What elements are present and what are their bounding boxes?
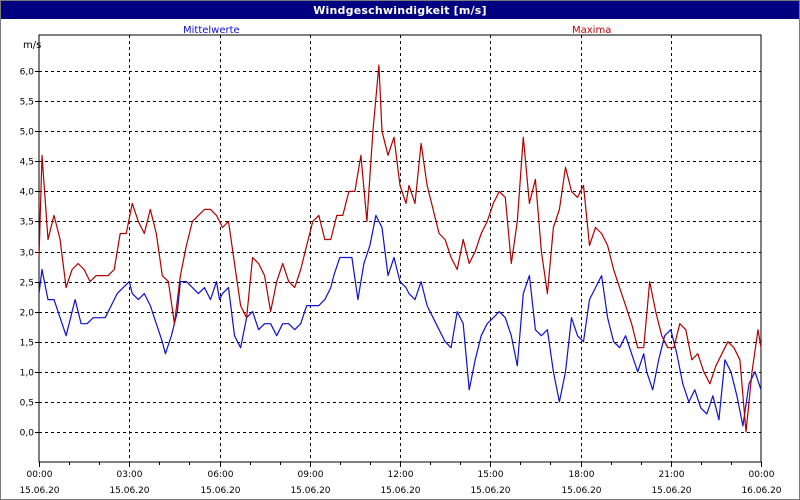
series-line-mittelwerte xyxy=(38,214,762,427)
y-tick-label: 4,0 xyxy=(20,188,35,198)
x-tick-label-date: 15.06.20 xyxy=(200,486,240,496)
series-line-maxima xyxy=(38,64,762,433)
x-tick-label-time: 06:00 xyxy=(208,470,234,480)
y-tick-label: 0,5 xyxy=(20,399,34,409)
y-tick-label: 6,0 xyxy=(20,68,35,78)
x-tick-label-date: 15.06.20 xyxy=(19,486,59,496)
x-tick-label-date: 16.06.20 xyxy=(741,486,781,496)
y-tick-label: 3,5 xyxy=(20,218,34,228)
x-tick-label-time: 09:00 xyxy=(298,470,324,480)
y-tick-label: 5,0 xyxy=(20,128,35,138)
x-tick-label-time: 21:00 xyxy=(659,470,685,480)
x-tick-label-date: 15.06.20 xyxy=(651,486,691,496)
y-tick-label: 1,0 xyxy=(20,369,35,379)
y-tick-label: 5,5 xyxy=(20,98,34,108)
x-tick-label-date: 15.06.20 xyxy=(561,486,601,496)
y-tick-label: 2,5 xyxy=(20,279,34,289)
x-tick-label-date: 15.06.20 xyxy=(470,486,510,496)
y-tick-label: 4,5 xyxy=(20,158,34,168)
legend-maxima: Maxima xyxy=(572,25,612,36)
y-tick-label: 2,0 xyxy=(20,309,35,319)
legend-mittelwerte: Mittelwerte xyxy=(183,25,240,36)
y-tick-label: 0,0 xyxy=(20,429,35,439)
x-tick-label-time: 03:00 xyxy=(117,470,143,480)
x-tick-label-time: 15:00 xyxy=(478,470,504,480)
x-tick-label-time: 00:00 xyxy=(749,470,775,480)
x-tick-label-date: 15.06.20 xyxy=(290,486,330,496)
x-tick-label-date: 15.06.20 xyxy=(380,486,420,496)
x-tick-label-date: 15.06.20 xyxy=(109,486,149,496)
window-title: Windgeschwindigkeit [m/s] xyxy=(1,1,799,19)
x-tick-label-time: 18:00 xyxy=(569,470,595,480)
x-tick-label-time: 00:00 xyxy=(27,470,53,480)
y-tick-label: 3,0 xyxy=(20,249,35,259)
y-tick-label: 1,5 xyxy=(20,339,34,349)
x-tick-label-time: 12:00 xyxy=(388,470,414,480)
y-axis-unit-label: m/s xyxy=(23,40,42,51)
